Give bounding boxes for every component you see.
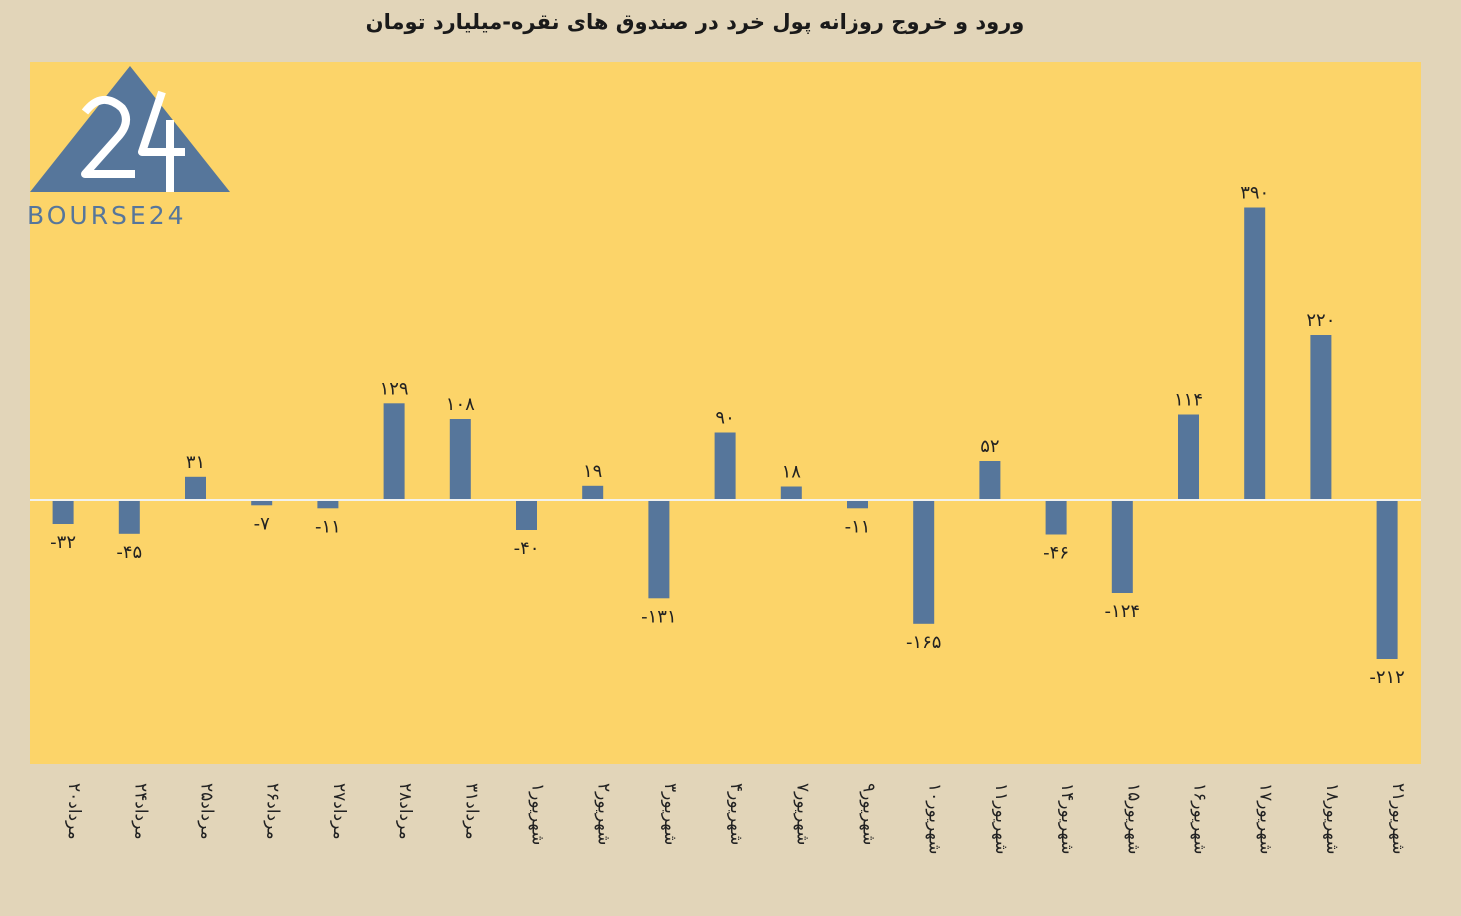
category-label: ۲۴مرداد	[130, 783, 150, 840]
bourse24-logo: BOURSE24	[27, 66, 230, 230]
data-label: -۳۲	[50, 532, 76, 553]
bar	[185, 476, 206, 501]
logo-triangle	[30, 66, 230, 192]
category-label: ۲۶مرداد	[263, 783, 283, 840]
data-label: -۱۲۴	[1105, 601, 1141, 622]
category-label: ۷شهریور	[792, 783, 812, 845]
category-label: ۲۷مرداد	[329, 783, 349, 840]
category-label: ۲۵مرداد	[197, 783, 217, 840]
bar	[1244, 207, 1266, 500]
category-label: ۱شهریور	[528, 783, 548, 845]
data-label: ۱۹	[583, 461, 602, 482]
data-label: ۳۹۰	[1240, 183, 1269, 204]
data-label: -۴۵	[116, 542, 142, 563]
data-label: -۲۱۲	[1369, 667, 1405, 688]
category-label: ۱۰شهریور	[925, 783, 945, 854]
data-label: -۴۰	[514, 538, 540, 559]
category-label: ۲۱شهریور	[1388, 783, 1408, 854]
category-label: ۹شهریور	[859, 783, 879, 845]
bar	[383, 403, 405, 501]
data-label: ۱۸	[782, 462, 802, 483]
bar	[1178, 414, 1199, 500]
bar	[1310, 335, 1332, 500]
data-label: ۵۲	[980, 436, 999, 457]
bar	[847, 500, 868, 509]
bar	[979, 461, 1001, 500]
bars-group	[52, 207, 1398, 659]
bar	[516, 500, 537, 530]
logo-wordmark: BOURSE24	[27, 201, 187, 230]
bar	[52, 500, 74, 524]
bar	[648, 500, 670, 599]
category-label: ۱۴شهریور	[1057, 783, 1077, 854]
data-label: -۱۳۱	[641, 606, 677, 627]
bar	[582, 485, 604, 501]
category-labels-group: ۲۰مرداد ۲۴مرداد ۲۵مرداد ۲۶مرداد ۲۷مرداد ۲۸مرد…	[64, 783, 1408, 854]
category-label: ۴شهریور	[726, 783, 746, 845]
bar	[1111, 500, 1133, 593]
category-label: ۱۸شهریور	[1322, 783, 1342, 854]
category-label: ۱۵شهریور	[1123, 783, 1143, 854]
category-label: ۳شهریور	[660, 783, 680, 845]
category-label: ۱۱شهریور	[991, 783, 1011, 854]
data-label: ۱۱۴	[1174, 390, 1203, 411]
logo-digit-4	[138, 90, 185, 192]
category-label: ۱۶شهریور	[1190, 783, 1210, 854]
bar	[1376, 500, 1398, 659]
bar	[780, 486, 802, 500]
data-label: -۱۶۵	[906, 632, 942, 653]
chart-title: ورود و خروج روزانه پول خرد در صندوق های …	[365, 10, 1025, 34]
category-label: ۲۸مرداد	[395, 783, 415, 840]
data-label: -۱۱	[845, 516, 871, 537]
data-label: ۱۲۹	[380, 378, 409, 399]
data-label: -۱۱	[315, 516, 341, 537]
data-label: -۷	[254, 513, 270, 534]
data-label: ۲۲۰	[1306, 310, 1335, 331]
category-label: ۱۷شهریور	[1256, 783, 1276, 854]
plot-area	[30, 62, 1421, 764]
category-label: ۲۰مرداد	[64, 783, 84, 840]
bar	[1045, 500, 1067, 535]
data-label: ۱۰۸	[446, 394, 475, 415]
category-label: ۳۱مرداد	[461, 783, 481, 840]
value-labels-group: -۳۲ -۴۵ ۳۱ -۷ -۱۱ ۱۲۹ ۱۰۸ -۴۰ ۱۹ -۱۳۱ ۹۰ ۱۸ -۱۱ -۱۶۵ ۵…	[50, 183, 1405, 689]
data-label: ۳۱	[186, 452, 205, 473]
data-label: -۴۶	[1043, 543, 1069, 564]
bar	[913, 500, 935, 624]
data-label: ۹۰	[715, 408, 734, 429]
bar	[714, 432, 736, 500]
bar	[449, 419, 471, 500]
logo-digit-2	[81, 96, 135, 178]
bar	[251, 500, 273, 506]
bar	[118, 500, 140, 534]
category-label: ۲شهریور	[594, 783, 614, 845]
bar	[317, 500, 339, 509]
